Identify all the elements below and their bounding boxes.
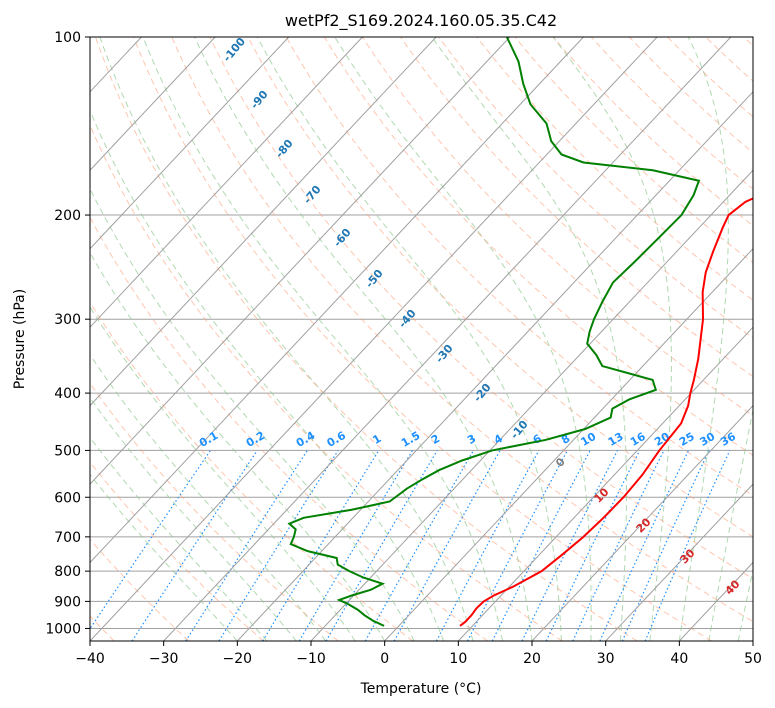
isotherm--100 — [90, 37, 216, 171]
moist-adiabat-line — [90, 353, 327, 641]
y-tick-label: 100 — [54, 30, 81, 46]
dewpoint-profile-line — [287, 37, 701, 627]
sounding-profiles — [287, 37, 753, 627]
isotherm--50 — [90, 37, 584, 564]
dry-adiabat-line — [90, 382, 339, 641]
y-tick-label: 300 — [54, 312, 81, 328]
mixing-ratio-lines — [90, 450, 731, 641]
dry-adiabat-line — [590, 37, 753, 190]
mixing-ratio-line — [185, 450, 308, 641]
moist-adiabat-line — [90, 397, 297, 641]
isotherm--90 — [90, 37, 290, 250]
mixing-ratio-line — [262, 450, 380, 641]
isotherm-10 — [457, 326, 753, 641]
mixing-ratio-line — [621, 450, 710, 641]
moist-adiabat-line — [142, 37, 504, 641]
x-tick-label: 30 — [597, 651, 615, 667]
isotherm-20 — [531, 404, 753, 641]
plot-area — [90, 37, 753, 641]
moist-adiabat-line — [99, 37, 474, 641]
x-tick-label: −10 — [296, 651, 326, 667]
isotherm--30 — [163, 37, 732, 641]
moist-adiabat-line — [256, 37, 562, 641]
mixing-ratio-line — [521, 450, 619, 641]
mixing-ratio-line — [393, 450, 501, 641]
x-tick-label: −40 — [75, 651, 105, 667]
dry-adiabat-line — [247, 37, 753, 538]
mixing-ratio-line — [572, 450, 665, 641]
x-tick-label: 40 — [670, 651, 688, 667]
mixing-ratio-line — [325, 450, 438, 641]
dry-adiabat-line — [95, 37, 638, 641]
x-tick-label: 50 — [744, 651, 762, 667]
dry-adiabat-line — [514, 37, 753, 264]
mixing-ratio-line — [364, 450, 474, 641]
isotherm-0 — [384, 247, 753, 641]
isotherm--40 — [90, 37, 658, 641]
dry-adiabat-line — [171, 37, 753, 623]
y-tick-label: 1000 — [45, 621, 81, 637]
x-axis-ticks: −40 −30 −20 −10 0 10 20 30 40 50 — [75, 641, 762, 667]
chart-title: wetPf2_S169.2024.160.05.35.C42 — [285, 11, 557, 31]
x-tick-label: −30 — [149, 651, 179, 667]
moist-adiabat-line — [90, 109, 445, 641]
isotherm--120 — [0, 37, 68, 641]
dry-adiabats — [90, 37, 753, 641]
moist-adiabat-line — [90, 306, 356, 641]
mixing-ratio-line — [545, 450, 641, 641]
moist-adiabats — [90, 37, 753, 641]
y-tick-label: 200 — [54, 208, 81, 224]
moist-adiabat-line — [552, 37, 672, 641]
dry-adiabat-line — [323, 37, 753, 456]
isotherm--10 — [310, 169, 753, 641]
dry-adiabat-line — [90, 538, 190, 641]
mixing-ratio-line — [435, 450, 540, 641]
dry-adiabat-line — [552, 37, 753, 227]
y-axis-label: Pressure (hPa) — [12, 289, 28, 389]
x-tick-label: 0 — [380, 651, 389, 667]
moist-adiabat-line — [431, 37, 628, 641]
dry-adiabat-line — [209, 37, 753, 580]
mixing-ratio-line — [599, 450, 690, 641]
moist-adiabat-line — [194, 37, 533, 641]
y-tick-label: 400 — [54, 386, 81, 402]
y-axis-ticks: 100 200 300 400 500 600 700 800 900 1000 — [45, 30, 90, 637]
mixing-ratio-line — [218, 450, 339, 641]
moist-adiabat-line — [90, 187, 415, 641]
isotherm-50 — [752, 640, 753, 641]
temperature-profile-line — [459, 197, 753, 627]
dry-adiabat-line — [90, 124, 563, 641]
isotherm--70 — [90, 37, 437, 407]
isotherm--80 — [90, 37, 363, 328]
y-tick-label: 900 — [54, 594, 81, 610]
x-tick-label: −20 — [223, 651, 253, 667]
isotherm-30 — [605, 483, 753, 641]
isotherm--60 — [90, 37, 511, 485]
isotherms — [0, 37, 753, 641]
y-tick-label: 800 — [54, 564, 81, 580]
moist-adiabat-line — [90, 251, 386, 641]
x-tick-label: 20 — [523, 651, 541, 667]
dry-adiabat-line — [438, 37, 753, 339]
x-tick-label: 10 — [449, 651, 467, 667]
y-tick-label: 700 — [54, 530, 81, 546]
dry-adiabat-line — [133, 37, 713, 641]
y-tick-label: 600 — [54, 490, 81, 506]
y-tick-label: 500 — [54, 443, 81, 459]
isotherm--20 — [236, 91, 753, 641]
mixing-ratio-line — [298, 450, 414, 641]
plot-frame — [89, 36, 754, 642]
moist-adiabat-line — [737, 567, 753, 641]
moist-adiabat-line — [334, 37, 592, 641]
x-axis-label: Temperature (°C) — [360, 681, 482, 697]
